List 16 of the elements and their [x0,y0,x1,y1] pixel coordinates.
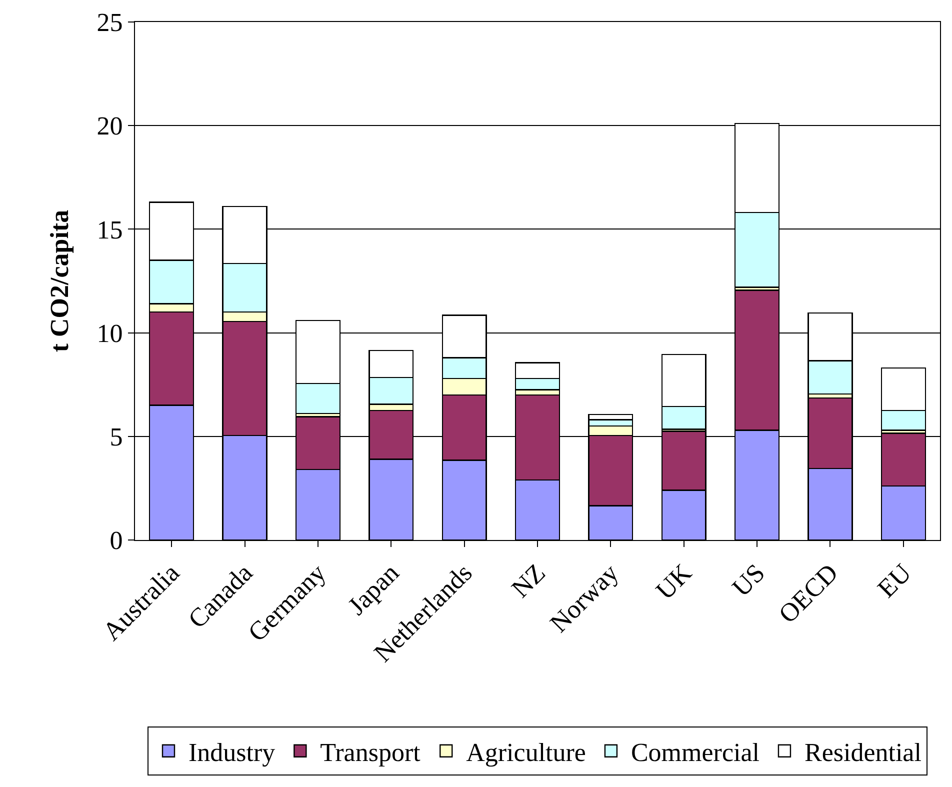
y-tick-label: 25 [96,8,123,38]
x-tick-label: UK [650,558,698,606]
y-tick-label: 5 [110,422,123,452]
y-tick-label: 20 [96,112,123,141]
legend-label: Commercial [630,738,760,768]
legend-label: Industry [188,738,276,768]
legend-label: Agriculture [466,738,586,768]
y-tick-label: 10 [96,318,123,348]
y-tick-label: 15 [96,215,123,244]
legend-label: Transport [320,738,422,768]
x-tick-label: US [726,558,770,602]
y-axis-title: t CO2/capita [45,210,74,352]
x-tick-label: EU [872,558,917,604]
legend-label: Residential [804,738,922,768]
x-tick-label: NZ [506,558,551,604]
y-tick-label: 0 [110,526,123,556]
